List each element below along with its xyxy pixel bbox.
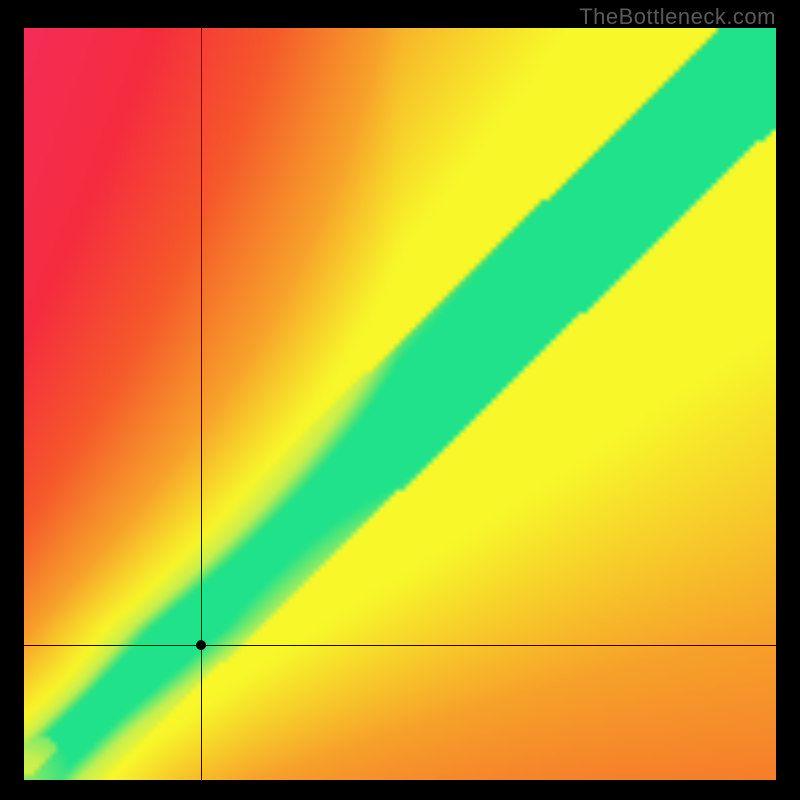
crosshair-marker: [196, 640, 206, 650]
watermark-text: TheBottleneck.com: [579, 4, 776, 30]
crosshair-vertical: [201, 28, 202, 780]
heatmap-canvas: [24, 28, 776, 780]
crosshair-horizontal: [24, 645, 776, 646]
heatmap-plot: [24, 28, 776, 780]
